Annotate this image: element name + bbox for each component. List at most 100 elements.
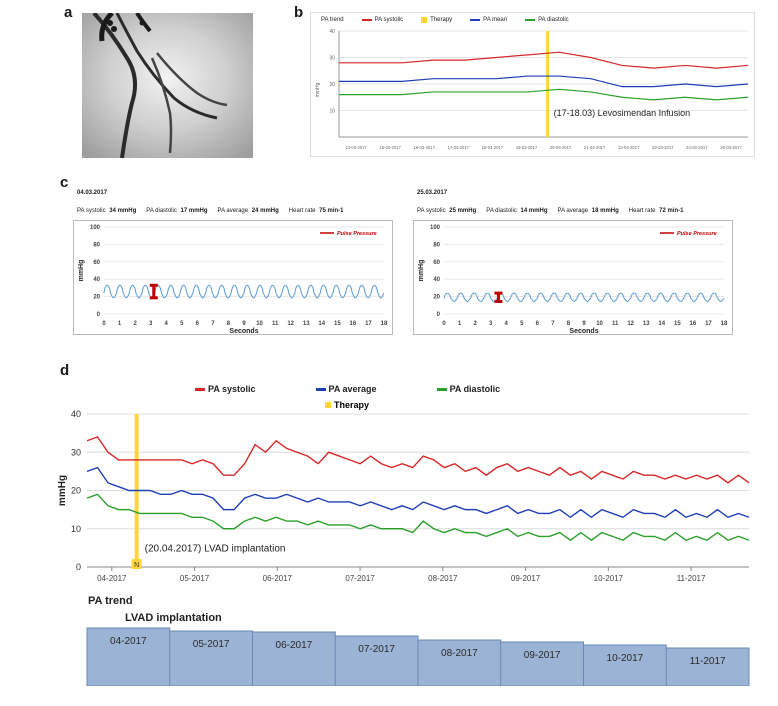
svg-text:11-2017: 11-2017 (690, 656, 726, 667)
svg-text:20: 20 (71, 486, 81, 496)
svg-text:10: 10 (71, 524, 81, 534)
svg-text:18-03-2017: 18-03-2017 (482, 145, 504, 150)
svg-text:4: 4 (165, 321, 169, 327)
panel-b-label: b (294, 4, 303, 21)
svg-text:09-2017: 09-2017 (511, 574, 541, 583)
svg-text:mmHg: mmHg (418, 260, 425, 282)
svg-text:19-03-2017: 19-03-2017 (516, 145, 538, 150)
svg-text:N: N (134, 562, 139, 569)
c-r-hr-lbl: Heart rate (629, 208, 656, 214)
legend-systolic-label: PA systolic (375, 17, 404, 23)
svg-text:11: 11 (272, 321, 279, 327)
d-legend-ther-label: Therapy (334, 400, 369, 410)
svg-text:30: 30 (329, 56, 335, 62)
c-r-sys-val: 25 mmHg (449, 208, 476, 214)
svg-text:5: 5 (180, 321, 184, 327)
svg-text:07-2017: 07-2017 (345, 574, 375, 583)
svg-text:(17-18.03) Levosimendan Infusi: (17-18.03) Levosimendan Infusion (554, 108, 691, 118)
svg-text:10: 10 (596, 321, 603, 327)
panel-d-legend: PA systolic PA average PA diastolic (55, 380, 755, 398)
svg-text:16-03-2017: 16-03-2017 (413, 145, 435, 150)
c-r-avg-lbl: PA average (558, 208, 589, 214)
c-l-sys-val: 34 mmHg (109, 208, 136, 214)
svg-text:Pulse Pressure: Pulse Pressure (337, 231, 377, 237)
svg-text:3: 3 (489, 321, 493, 327)
svg-text:16: 16 (350, 321, 357, 327)
d-legend-avg-label: PA average (329, 384, 377, 394)
c-r-dia-lbl: PA diastolic (486, 208, 517, 214)
svg-text:13: 13 (303, 321, 310, 327)
svg-text:0: 0 (102, 321, 106, 327)
panel-d-chart: PA systolic PA average PA diastolic Ther… (55, 380, 755, 590)
svg-text:14: 14 (658, 321, 665, 327)
panel-c-right: 25.03.2017 PA systolic 25 mmHg PA diasto… (413, 190, 739, 353)
svg-text:10: 10 (256, 321, 263, 327)
svg-text:100: 100 (90, 225, 101, 231)
svg-text:60: 60 (433, 260, 440, 266)
svg-text:4: 4 (505, 321, 509, 327)
legend-diastolic-label: PA diastolic (538, 17, 569, 23)
svg-text:mmHg: mmHg (57, 475, 68, 506)
d-legend-ther-swatch (325, 402, 331, 408)
svg-text:30: 30 (71, 447, 81, 457)
svg-text:mmHg: mmHg (315, 82, 321, 97)
svg-text:8: 8 (567, 321, 571, 327)
c-r-avg-val: 18 mmHg (592, 208, 619, 214)
svg-text:1: 1 (458, 321, 462, 327)
svg-text:05-2017: 05-2017 (180, 574, 210, 583)
panel-c-left: 04.03.2017 PA systolic 34 mmHg PA diasto… (73, 190, 399, 353)
svg-text:6: 6 (196, 321, 200, 327)
c-l-dia-lbl: PA diastolic (146, 208, 177, 214)
svg-text:21-03-2017: 21-03-2017 (584, 145, 606, 150)
panel-d-label: d (60, 362, 69, 379)
svg-text:08-2017: 08-2017 (428, 574, 458, 583)
panel-b-legend: PA trend PA systolic Therapy PA mean PA … (311, 13, 754, 27)
svg-text:0: 0 (442, 321, 446, 327)
lvad-band-svg: 04-201705-201706-201707-201708-201709-20… (55, 616, 755, 686)
c-l-dia-val: 17 mmHg (181, 208, 208, 214)
legend-systolic-swatch (362, 19, 372, 21)
d-legend-dia-swatch (437, 388, 447, 391)
pa-trend-label: PA trend (88, 595, 133, 607)
svg-text:20: 20 (433, 295, 440, 301)
svg-text:17: 17 (705, 321, 712, 327)
svg-text:9: 9 (582, 321, 586, 327)
svg-text:11: 11 (612, 321, 619, 327)
svg-text:17: 17 (365, 321, 372, 327)
c-l-hr-lbl: Heart rate (289, 208, 316, 214)
c-l-hr-val: 75 min-1 (319, 208, 343, 214)
legend-diastolic-swatch (525, 19, 535, 21)
svg-text:18: 18 (381, 321, 388, 327)
c-l-avg-lbl: PA average (218, 208, 249, 214)
svg-text:3: 3 (149, 321, 153, 327)
svg-text:7: 7 (551, 321, 555, 327)
panel-c-label: c (60, 174, 68, 191)
svg-text:0: 0 (76, 562, 81, 572)
svg-text:20: 20 (329, 82, 335, 88)
panel-d-svg: 010203040mmHg04-201705-201706-201707-201… (55, 410, 755, 585)
c-r-dia-val: 14 mmHg (521, 208, 548, 214)
svg-text:18: 18 (721, 321, 728, 327)
legend-therapy-swatch (421, 17, 427, 23)
c-right-readings: PA systolic 25 mmHg PA diastolic 14 mmHg… (413, 196, 739, 214)
svg-text:7: 7 (211, 321, 215, 327)
svg-text:15: 15 (334, 321, 341, 327)
c-left-readings: PA systolic 34 mmHg PA diastolic 17 mmHg… (73, 196, 399, 214)
d-legend-dia-label: PA diastolic (450, 384, 501, 394)
svg-text:13: 13 (643, 321, 650, 327)
svg-text:10-2017: 10-2017 (594, 574, 624, 583)
svg-text:06-2017: 06-2017 (276, 640, 313, 651)
svg-text:15-03-2017: 15-03-2017 (379, 145, 401, 150)
panel-b-chart: PA trend PA systolic Therapy PA mean PA … (310, 12, 755, 157)
svg-text:12: 12 (287, 321, 294, 327)
svg-text:80: 80 (93, 242, 100, 248)
svg-text:Pulse Pressure: Pulse Pressure (677, 231, 717, 237)
lvad-band: 04-201705-201706-201707-201708-201709-20… (55, 616, 755, 686)
c-r-hr-val: 72 min-1 (659, 208, 683, 214)
svg-text:20-03-2017: 20-03-2017 (550, 145, 572, 150)
svg-text:17-03-2017: 17-03-2017 (448, 145, 470, 150)
svg-text:24-03-2017: 24-03-2017 (686, 145, 708, 150)
d-legend-sys-swatch (195, 388, 205, 391)
panel-b-title: PA trend (321, 17, 344, 23)
svg-text:20: 20 (93, 295, 100, 301)
